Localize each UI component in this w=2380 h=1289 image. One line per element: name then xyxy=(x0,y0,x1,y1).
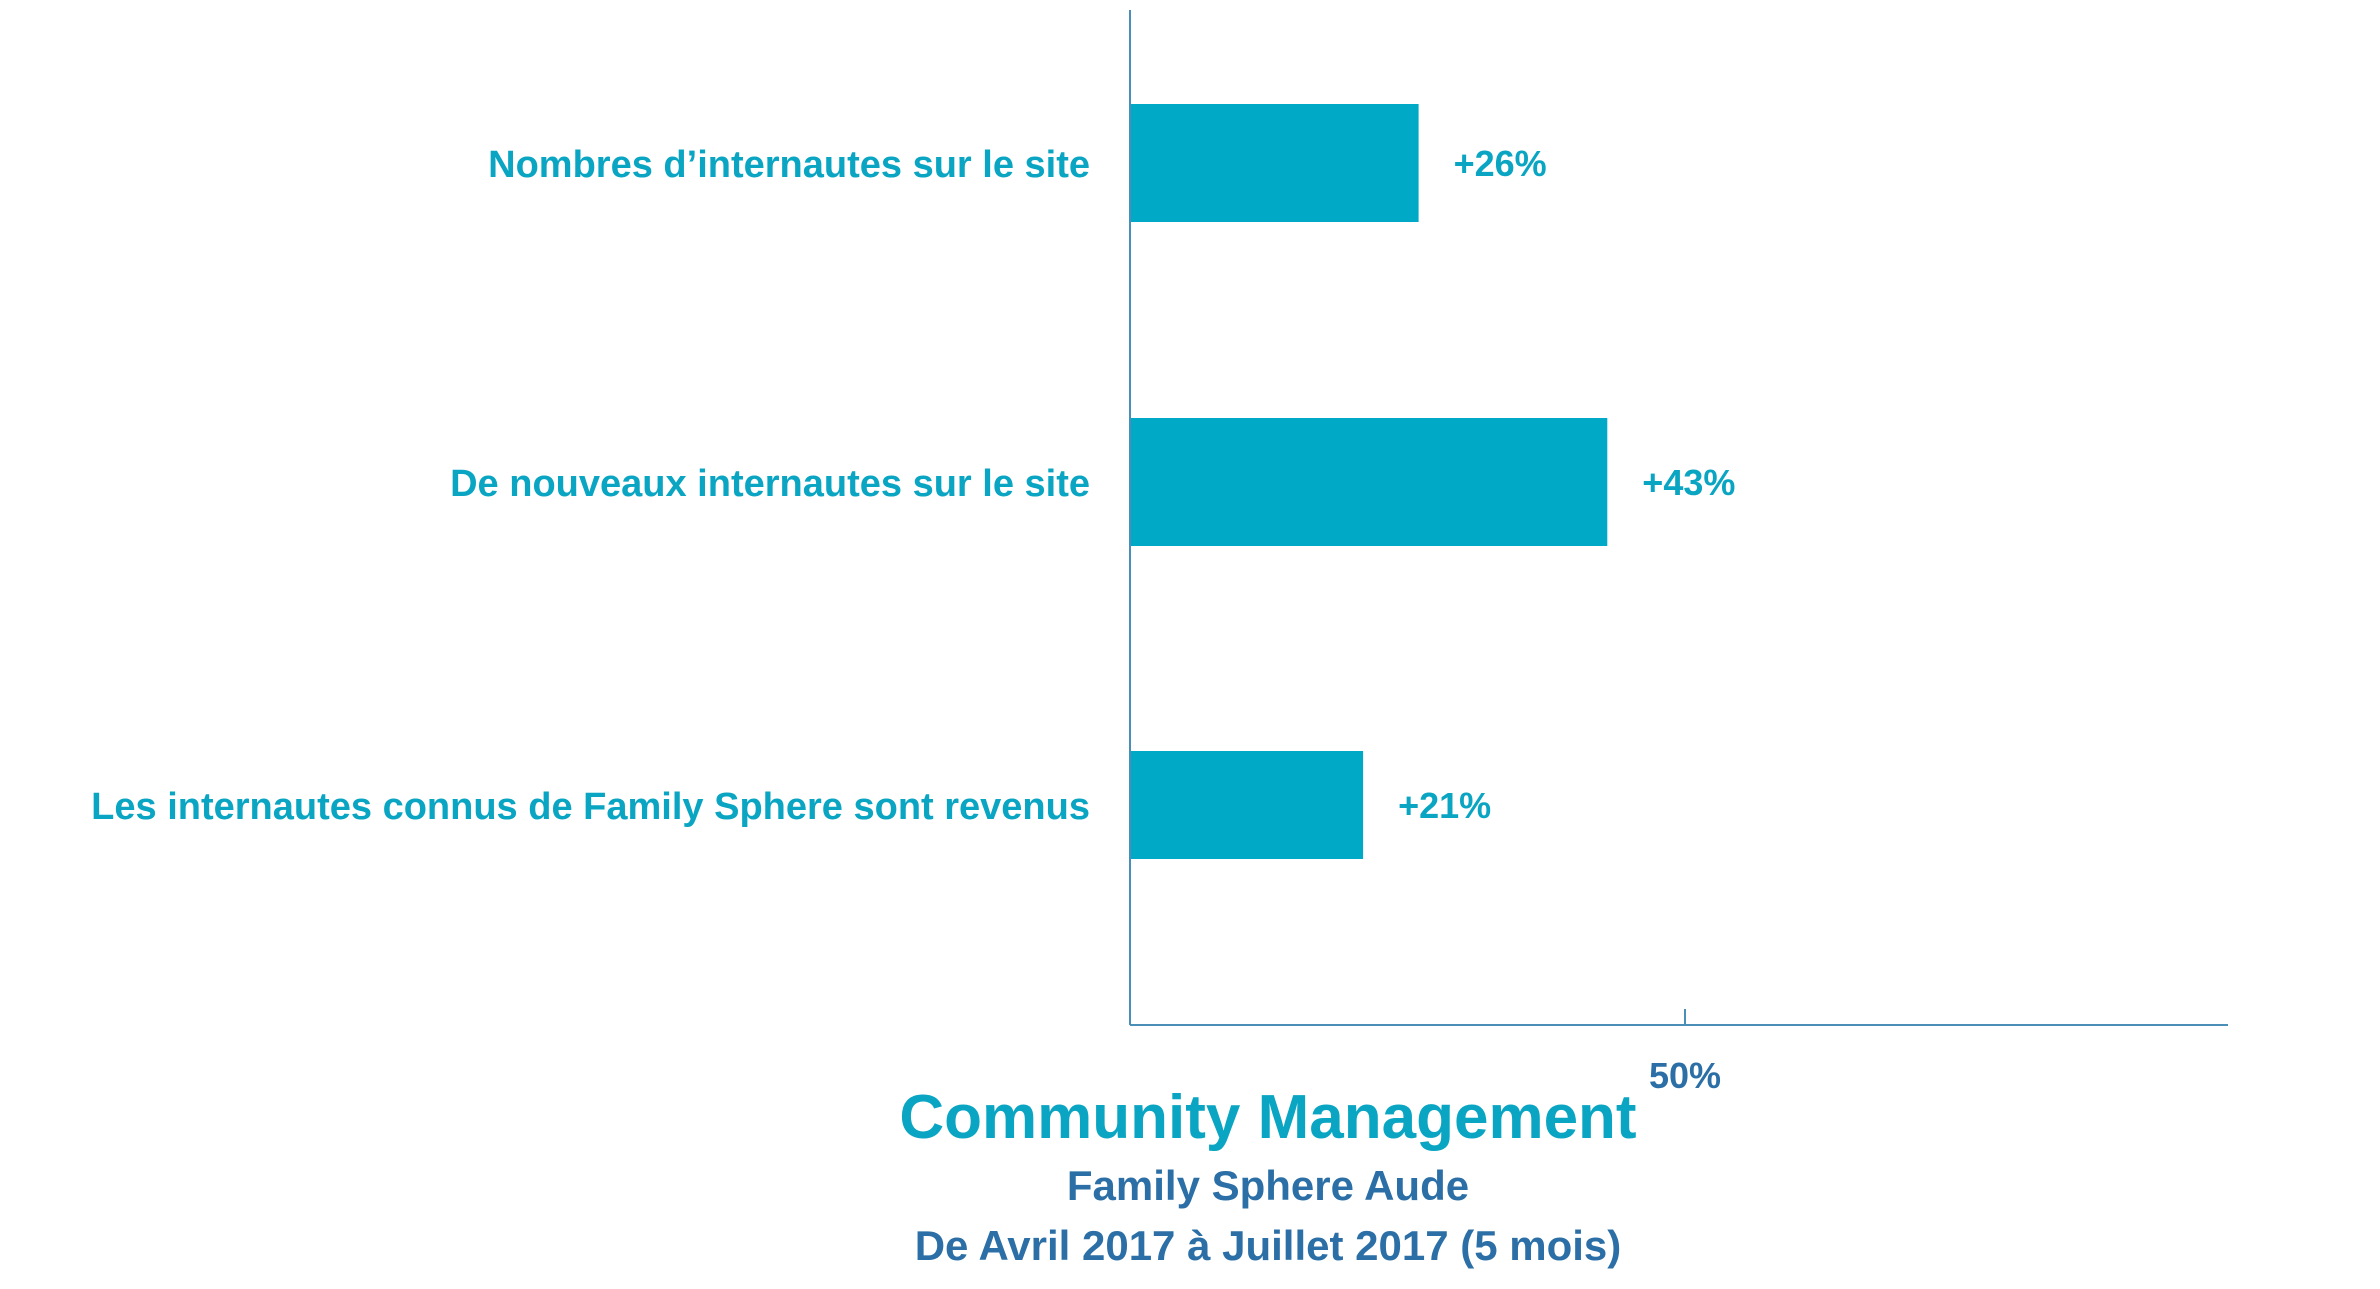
bar-value-label: +21% xyxy=(1398,785,1491,826)
category-label: De nouveaux internautes sur le site xyxy=(450,463,1090,505)
category-label: Nombres d’internautes sur le site xyxy=(488,144,1090,186)
category-label: Les internautes connus de Family Sphere … xyxy=(91,786,1090,828)
chart-subtitle-line-1: Family Sphere Aude xyxy=(1067,1162,1469,1209)
bar xyxy=(1130,104,1419,222)
bar xyxy=(1130,751,1364,859)
chart-title: Community Management xyxy=(899,1083,1636,1152)
chart-subtitle-line-2: De Avril 2017 à Juillet 2017 (5 mois) xyxy=(915,1222,1622,1269)
bar-value-label: +43% xyxy=(1642,462,1735,503)
bar-value-label: +26% xyxy=(1454,143,1547,184)
bar xyxy=(1130,418,1608,546)
x-tick-label: 50% xyxy=(1649,1055,1721,1096)
